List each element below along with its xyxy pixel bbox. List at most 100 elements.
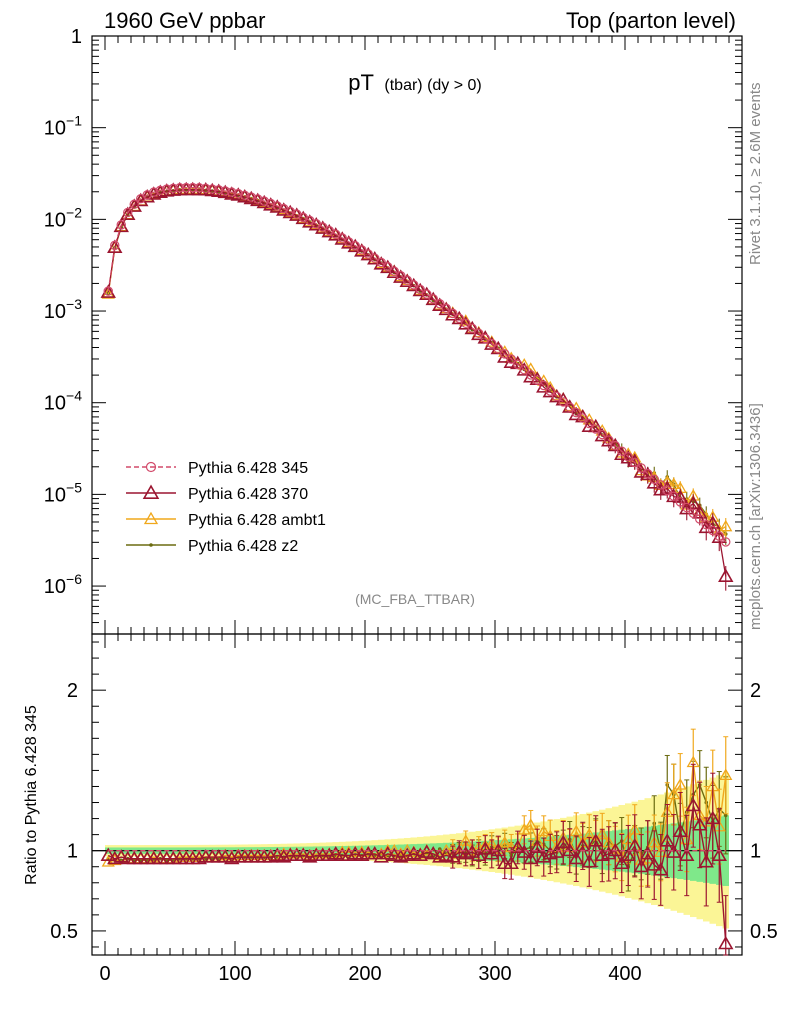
p345-point [610,440,620,451]
p370-point [562,842,578,857]
axis-ticks [92,35,742,955]
p370-point [438,847,454,862]
p370-point [640,466,656,481]
p345-point [145,461,157,473]
ratio-y-tick-label: 1 [67,841,78,863]
p345-point [448,308,458,319]
p370-point [711,847,727,862]
p345-point [266,198,276,209]
p370-point [386,264,402,278]
p345-point [441,303,451,314]
p345-point [253,194,263,204]
p345-point [220,186,230,196]
p370-point [360,246,376,261]
x-tick-label: 300 [478,963,511,985]
p345-point [519,364,529,375]
p345-point [688,508,698,519]
ambt1-point [498,835,512,848]
legend: Pythia 6.428 345 Pythia 6.428 370 Pythia 6… [126,460,326,555]
p345-point [116,220,126,230]
p370-point [269,847,285,862]
p370-point [549,844,565,858]
p370-point [373,256,389,270]
p370-point [633,858,649,873]
p370-point [334,231,350,245]
p345-point [376,257,386,268]
ambt1-point [719,768,733,781]
x-tick-label: 400 [608,963,641,985]
p345-point [636,463,646,473]
ambt1-point [719,519,733,532]
mcplots-label: mcplots.cern.ch [arXiv:1306.3436] [747,403,764,630]
p370-point [679,847,695,862]
p370-point [419,286,435,301]
ratio-series [100,728,734,956]
y-tick-label: 1 [71,26,82,48]
p345-point [285,206,295,217]
p345-point [558,397,568,407]
ambt1-point [537,824,551,837]
p345-point [402,275,412,285]
ambt1-point [524,818,538,830]
p370-point [529,839,545,854]
p370-point [393,269,409,283]
ratio-y-tick-label: 0.5 [750,921,778,943]
p345-point [188,182,198,193]
p370-point [341,235,357,249]
p370-point [666,844,682,858]
p345-point [721,537,731,547]
p370-point [458,316,474,330]
p370-point [510,839,526,854]
p370-point [217,849,233,863]
p370-point [646,857,662,871]
y-tick-label: 10−5 [44,479,82,506]
p370-point [425,845,441,860]
p370-point [471,326,487,341]
p345-point [272,201,282,211]
p370-point [484,336,500,350]
p370-point [354,243,370,257]
p370-point [523,369,539,383]
p345-point [617,446,627,456]
p370-point [685,797,701,812]
p345-point [279,203,289,214]
p345-point [415,284,425,295]
p370-point [601,432,617,447]
ambt1-main-line [107,188,727,532]
p370-point [477,841,493,855]
p370-point [347,238,363,253]
p370-point [425,291,441,306]
p370-point [432,297,448,311]
p345-point [383,262,393,272]
ambt1-point [381,843,395,856]
p370-point [672,823,688,837]
p345-point [461,318,471,329]
p370-point [536,849,552,863]
ratio-y-tick-label: 2 [750,680,761,702]
p370-point [445,307,461,321]
p370-point [692,505,708,519]
p370-point [614,855,630,870]
p345-point [162,184,172,194]
p345-point [649,474,659,485]
p370-point [113,218,129,233]
p370-point [347,845,363,860]
main-title: pT (tbar) (dy > 0) [348,70,482,95]
p370-point [419,844,435,858]
p345-point [506,354,516,364]
p345-point [389,266,399,276]
p370-point [542,383,558,398]
p370-point [549,388,565,403]
legend-label-ambt1: Pythia 6.428 ambt1 [188,512,326,529]
p370-point [107,239,123,253]
y-tick-label: 10−6 [44,571,82,598]
p370-point [464,320,480,335]
p345-point [591,424,601,434]
y-tick-label: 10−4 [44,388,82,415]
p370-point [490,842,506,857]
main-title-sub: (tbar) (dy > 0) [384,77,481,94]
p345-point [175,183,185,193]
p345-point [552,391,562,402]
p370-point [672,489,688,503]
